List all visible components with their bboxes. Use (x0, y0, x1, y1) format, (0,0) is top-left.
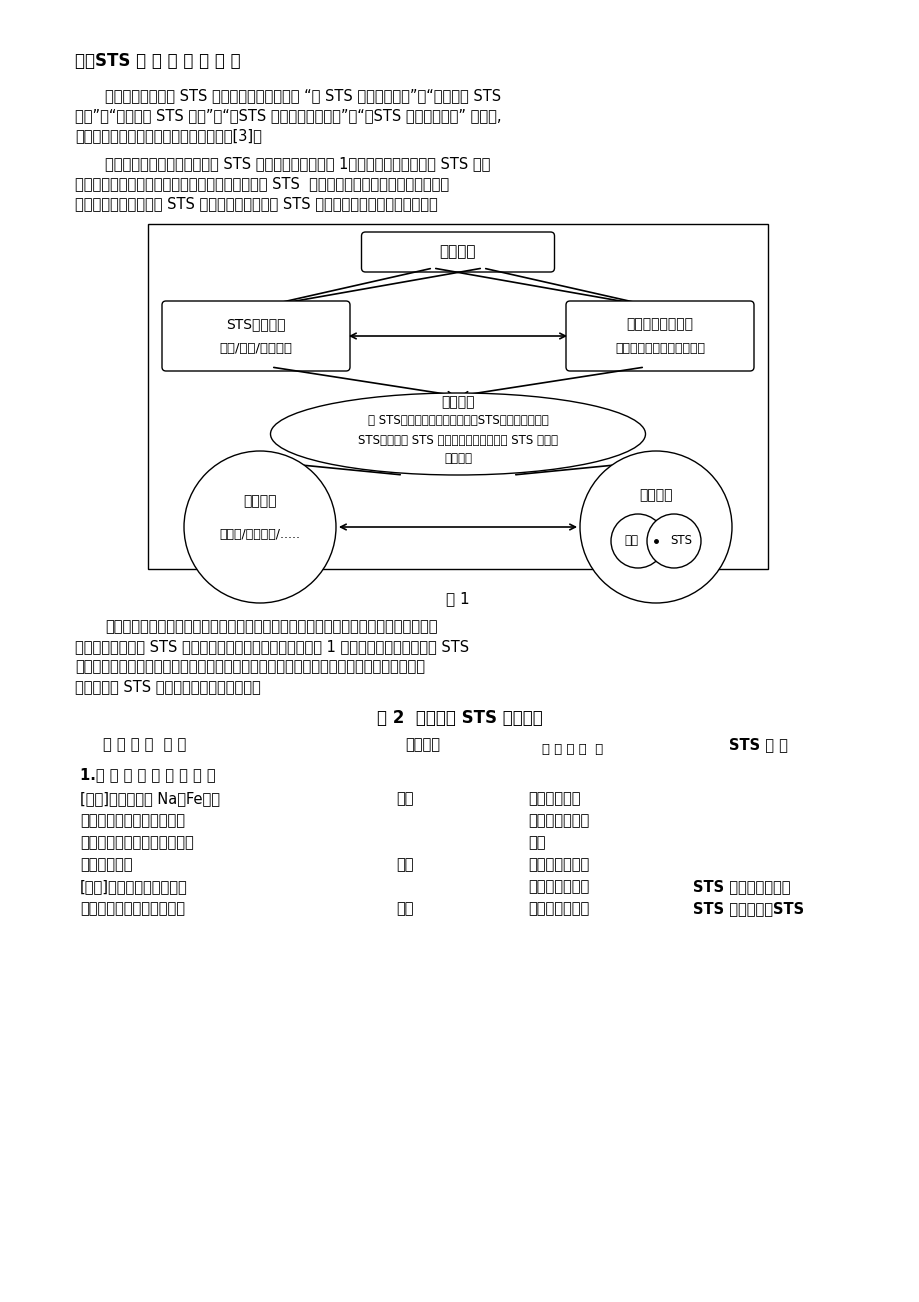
Circle shape (579, 450, 732, 603)
Circle shape (610, 514, 664, 568)
Text: 学科: 学科 (623, 535, 637, 548)
Text: 教育的化学课堂教学，进行教学设计分析。下面以第三者第一节：金属的化学性质中的金属: 教育的化学课堂教学，进行教学设计分析。下面以第三者第一节：金属的化学性质中的金属 (75, 659, 425, 674)
Text: 内容”、“刻意加入 STS 内容”、“以STS 内容贯穿单一课程”、“以STS 内容传达科学” 等较多,: 内容”、“刻意加入 STS 内容”、“以STS 内容贯穿单一课程”、“以STS … (75, 108, 501, 122)
Text: 设 计 意 图  直: 设 计 意 图 直 (542, 743, 603, 756)
Text: 角度，阐述金属: 角度，阐述金属 (528, 901, 588, 917)
Bar (148, 224, 767, 569)
Text: 目标为指导，开发选取基于学科内容的各个方面的 STS  内容，基于此选择合适的教学方法，: 目标为指导，开发选取基于学科内容的各个方面的 STS 内容，基于此选择合适的教学… (75, 176, 448, 191)
Text: 表 2  金属铝的 STS 教学设计: 表 2 金属铝的 STS 教学设计 (377, 710, 542, 727)
Text: 探究式/问题解决/.....: 探究式/问题解决/..... (220, 529, 301, 542)
Text: 学中进行合理渗透 STS 教育的教学设计。基于此，可以以图 1 所示的模型，来分析渗透 STS: 学中进行合理渗透 STS 教育的教学设计。基于此，可以以图 1 所示的模型，来分… (75, 639, 469, 654)
Text: 听讲: 听讲 (395, 901, 413, 917)
Text: 确定将学科教学内容与 STS 教育内容组合的最佳 STS 教育模式，从而进行课堂教学。: 确定将学科教学内容与 STS 教育内容组合的最佳 STS 教育模式，从而进行课堂… (75, 197, 437, 211)
FancyBboxPatch shape (361, 232, 554, 272)
Text: 学生活动: 学生活动 (405, 737, 440, 753)
Circle shape (184, 450, 335, 603)
Text: 图 1: 图 1 (446, 591, 470, 605)
Text: STS 内容：科学史，: STS 内容：科学史， (692, 879, 789, 894)
Text: 教学模式: 教学模式 (441, 395, 474, 409)
Text: 接引入新课，: 接引入新课， (528, 792, 580, 806)
Text: [引入]前期讨论了 Na、Fe，同: [引入]前期讨论了 Na、Fe，同 (80, 792, 220, 806)
Text: 可以构建出在科学教育中渗透 STS 教育的基本模型（图 1），以学科教育目标与 STS 教学: 可以构建出在科学教育中渗透 STS 教育的基本模型（图 1），以学科教育目标与 … (105, 156, 490, 171)
Text: STS 教学目标：STS: STS 教学目标：STS (692, 901, 803, 917)
Text: 教学内容: 教学内容 (639, 488, 672, 503)
Ellipse shape (270, 393, 645, 475)
Text: [展示]金属在历史中的地位: [展示]金属在历史中的地位 (80, 879, 187, 894)
Circle shape (646, 514, 700, 568)
Text: （由教材内容、课标决定）: （由教材内容、课标决定） (614, 341, 704, 354)
Text: 讨论: 讨论 (528, 835, 545, 850)
Text: 三、STS 教 学 设 计 其 分 析: 三、STS 教 学 设 计 其 分 析 (75, 52, 241, 70)
Text: 并且将两种或者多种模式相结合进行教学[3]。: 并且将两种或者多种模式相结合进行教学[3]。 (75, 128, 262, 143)
Text: 学们初步感受到了金属与人: 学们初步感受到了金属与人 (80, 812, 185, 828)
Text: 学科课堂教学目标: 学科课堂教学目标 (626, 316, 693, 331)
Text: 教学目标: 教学目标 (439, 245, 476, 259)
Text: 听讲: 听讲 (395, 857, 413, 872)
Text: 工具的变迁是人类文明进步: 工具的变迁是人类文明进步 (80, 901, 185, 917)
Text: STS教学目标: STS教学目标 (226, 316, 286, 331)
Text: 继续金属话题的: 继续金属话题的 (528, 812, 588, 828)
Text: 达科学等: 达科学等 (444, 453, 471, 466)
Text: 意识/知识/实践能力: 意识/知识/实践能力 (220, 341, 292, 354)
Text: 铝为例进行 STS 教学案例设计，以供参考。: 铝为例进行 STS 教学案例设计，以供参考。 (75, 680, 260, 694)
Text: 从历史的角度和: 从历史的角度和 (528, 857, 588, 872)
FancyBboxPatch shape (162, 301, 349, 371)
Text: 课堂教学是基础教育教学的主体构成，是化学教学中最普遍的教学活动。在化学课堂教: 课堂教学是基础教育教学的主体构成，是化学教学中最普遍的教学活动。在化学课堂教 (105, 618, 437, 634)
Text: 当前在科学课程中 STS 教育的教学模式主要有 “以 STS 激发学习动机”、“随机加入 STS: 当前在科学课程中 STS 教育的教学模式主要有 “以 STS 激发学习动机”、“… (105, 89, 501, 103)
Text: 现代电子时代的: 现代电子时代的 (528, 879, 588, 894)
Text: 类的密切关系，今天将继续金: 类的密切关系，今天将继续金 (80, 835, 194, 850)
Text: 以 STS激发学习动机、随机加入STS内容、刻意加入: 以 STS激发学习动机、随机加入STS内容、刻意加入 (368, 414, 548, 427)
Text: STS: STS (669, 535, 691, 548)
FancyBboxPatch shape (565, 301, 754, 371)
Text: 1.金 属 材 料 讨 论 的 引 出: 1.金 属 材 料 讨 论 的 引 出 (80, 767, 215, 783)
Text: STS内容、以 STS 内容贯穿单一课程、以 STS 内容传: STS内容、以 STS 内容贯穿单一课程、以 STS 内容传 (357, 434, 558, 447)
Text: 听讲: 听讲 (395, 792, 413, 806)
Text: 教学方法: 教学方法 (243, 493, 277, 508)
Text: STS 分 析: STS 分 析 (728, 737, 787, 753)
Text: 教 师 活 动  环 节: 教 师 活 动 环 节 (103, 737, 187, 753)
Text: 属话题的讨论: 属话题的讨论 (80, 857, 132, 872)
